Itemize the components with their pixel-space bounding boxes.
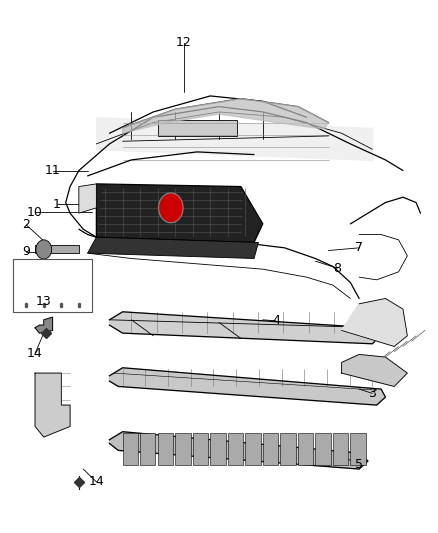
Text: 14: 14 (88, 475, 104, 488)
Polygon shape (110, 432, 368, 469)
Polygon shape (342, 298, 407, 346)
Polygon shape (35, 373, 70, 437)
Circle shape (159, 193, 183, 223)
Bar (123, 433, 138, 465)
Bar (175, 433, 191, 465)
Text: 10: 10 (27, 206, 43, 219)
Text: 9: 9 (22, 245, 30, 258)
Text: 5: 5 (355, 458, 363, 471)
Circle shape (36, 240, 52, 259)
Polygon shape (88, 237, 258, 259)
Text: 11: 11 (45, 164, 60, 177)
Text: 14: 14 (27, 347, 43, 360)
Polygon shape (35, 317, 53, 333)
Bar (333, 433, 348, 465)
Polygon shape (110, 368, 385, 405)
Bar (263, 433, 278, 465)
Text: 3: 3 (368, 387, 376, 400)
Bar (280, 433, 296, 465)
Text: 1: 1 (53, 198, 61, 211)
Text: 12: 12 (176, 36, 192, 49)
Text: 7: 7 (355, 241, 363, 254)
Text: 2: 2 (22, 219, 30, 231)
Bar (158, 120, 237, 136)
Polygon shape (342, 354, 407, 386)
Text: 8: 8 (333, 262, 341, 274)
Bar (245, 433, 261, 465)
Bar (193, 433, 208, 465)
Bar (350, 433, 366, 465)
Bar (315, 433, 331, 465)
Bar (228, 433, 243, 465)
Text: 4: 4 (272, 314, 280, 327)
Text: 13: 13 (36, 295, 52, 308)
Polygon shape (110, 312, 381, 344)
Bar (13, 259, 92, 312)
Bar (158, 433, 173, 465)
Polygon shape (35, 245, 79, 253)
Polygon shape (96, 184, 263, 243)
Bar (210, 433, 226, 465)
Bar (140, 433, 155, 465)
Polygon shape (79, 184, 96, 213)
Polygon shape (123, 99, 328, 133)
Bar (298, 433, 313, 465)
